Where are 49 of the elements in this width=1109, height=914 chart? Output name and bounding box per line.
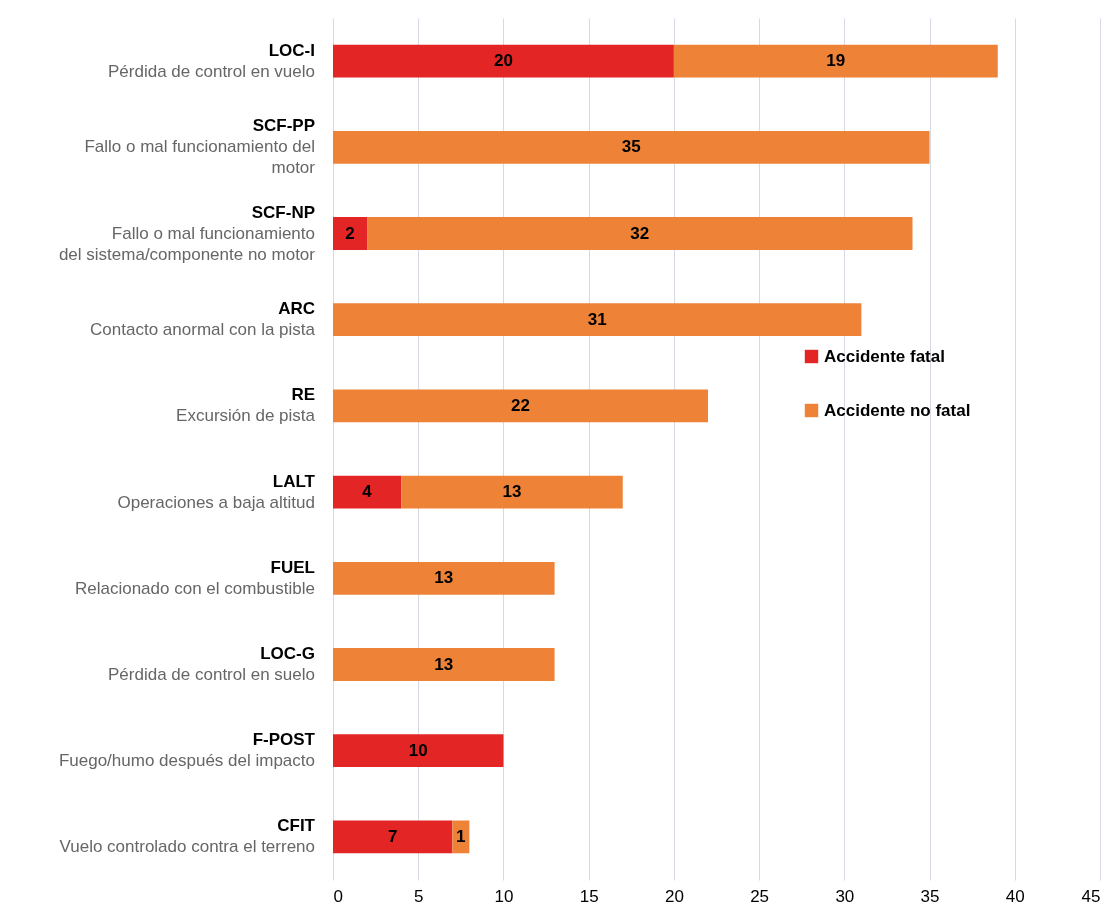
data-label: 13	[502, 482, 522, 502]
data-label: 13	[434, 568, 454, 588]
bar	[333, 130, 930, 164]
x-tick-label: 40	[1005, 886, 1025, 906]
data-label: 31	[587, 309, 607, 329]
bar	[401, 475, 623, 509]
bar	[673, 44, 998, 78]
data-label: 19	[826, 51, 846, 71]
bar	[333, 44, 674, 78]
data-label: 20	[493, 51, 513, 71]
bar	[333, 217, 368, 250]
data-label: 32	[630, 223, 650, 243]
category-label: LOC-I Pérdida de control en vuelo	[108, 40, 315, 81]
category-label: FUEL Relacionado con el combustible	[74, 557, 315, 598]
bar	[333, 734, 504, 768]
data-label: 7	[387, 826, 398, 846]
bar	[333, 648, 555, 681]
category-label: RE Excursión de pista	[176, 385, 315, 426]
bar	[333, 820, 453, 854]
category-label: CFIT Vuelo controlado contra el terreno	[59, 816, 315, 857]
bar	[333, 475, 402, 509]
x-tick-label: 25	[750, 886, 770, 906]
data-label: 4	[362, 482, 373, 502]
category-label: F-POST Fuego/humo después del impacto	[58, 730, 315, 771]
category-label: SCF-PP Fallo o mal funcionamiento del motor	[84, 116, 315, 178]
data-label: 1	[456, 826, 466, 846]
x-tick-label: 5	[413, 886, 424, 906]
category-label: ARC Contacto anormal con la pista	[90, 299, 315, 340]
x-tick-label: 20	[664, 886, 684, 906]
category-label: LOC-G Pérdida de control en suelo	[108, 644, 315, 684]
category-label: LALT Operaciones a baja altitud	[117, 471, 315, 512]
bar	[333, 303, 862, 337]
data-label: 22	[511, 395, 530, 415]
x-tick-label: 10	[494, 886, 514, 906]
x-tick-label: 45	[1081, 886, 1101, 906]
x-tick-label: 35	[920, 886, 940, 906]
bar	[333, 389, 708, 423]
x-tick-label: 0	[333, 886, 343, 906]
legend-label: Accidente fatal	[824, 346, 945, 366]
legend-label: Accidente no fatal	[824, 400, 971, 420]
data-label: 2	[345, 223, 355, 243]
bar	[333, 561, 555, 595]
bar	[367, 217, 913, 250]
data-label: 13	[434, 654, 454, 674]
x-tick-label: 15	[579, 886, 599, 906]
category-label: SCF-NP Fallo o mal funcionamiento del sistema/componente no motor	[58, 202, 315, 264]
data-label: 35	[621, 137, 641, 157]
x-tick-label: 30	[835, 886, 855, 906]
data-label: 10	[408, 740, 428, 760]
